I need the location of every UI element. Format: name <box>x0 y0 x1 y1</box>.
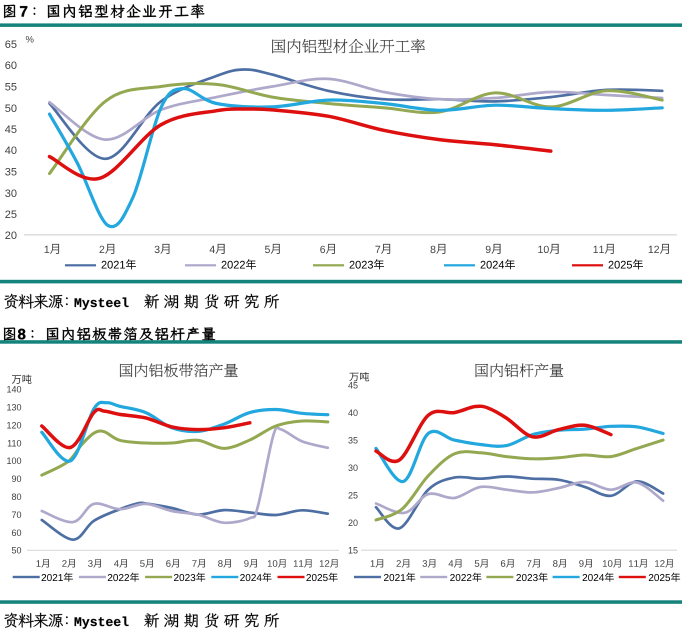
svg-text:120: 120 <box>6 420 21 430</box>
svg-text:90: 90 <box>11 474 21 484</box>
svg-text:70: 70 <box>11 510 21 520</box>
svg-text:45: 45 <box>5 124 17 136</box>
svg-text:30: 30 <box>5 188 17 200</box>
svg-text:50: 50 <box>11 546 21 556</box>
svg-text:60: 60 <box>5 60 17 72</box>
svg-text:25: 25 <box>348 491 358 501</box>
svg-text:20: 20 <box>5 230 17 242</box>
svg-text:20: 20 <box>348 518 358 528</box>
svg-text:110: 110 <box>7 438 21 448</box>
svg-text:40: 40 <box>348 408 358 418</box>
svg-text:35: 35 <box>348 435 358 445</box>
svg-text:15: 15 <box>348 546 358 556</box>
svg-text:30: 30 <box>348 463 358 473</box>
svg-text:130: 130 <box>6 403 21 413</box>
svg-text:55: 55 <box>5 82 17 94</box>
svg-text:25: 25 <box>5 209 17 221</box>
svg-text:100: 100 <box>6 456 21 466</box>
svg-text:%: % <box>26 35 35 46</box>
svg-text:50: 50 <box>5 103 17 115</box>
svg-text:45: 45 <box>348 380 358 390</box>
svg-text:35: 35 <box>5 167 17 179</box>
svg-text:80: 80 <box>11 492 21 502</box>
svg-text:140: 140 <box>6 385 21 395</box>
svg-text:60: 60 <box>11 528 21 538</box>
svg-text:40: 40 <box>5 145 17 157</box>
svg-text:65: 65 <box>5 39 17 51</box>
